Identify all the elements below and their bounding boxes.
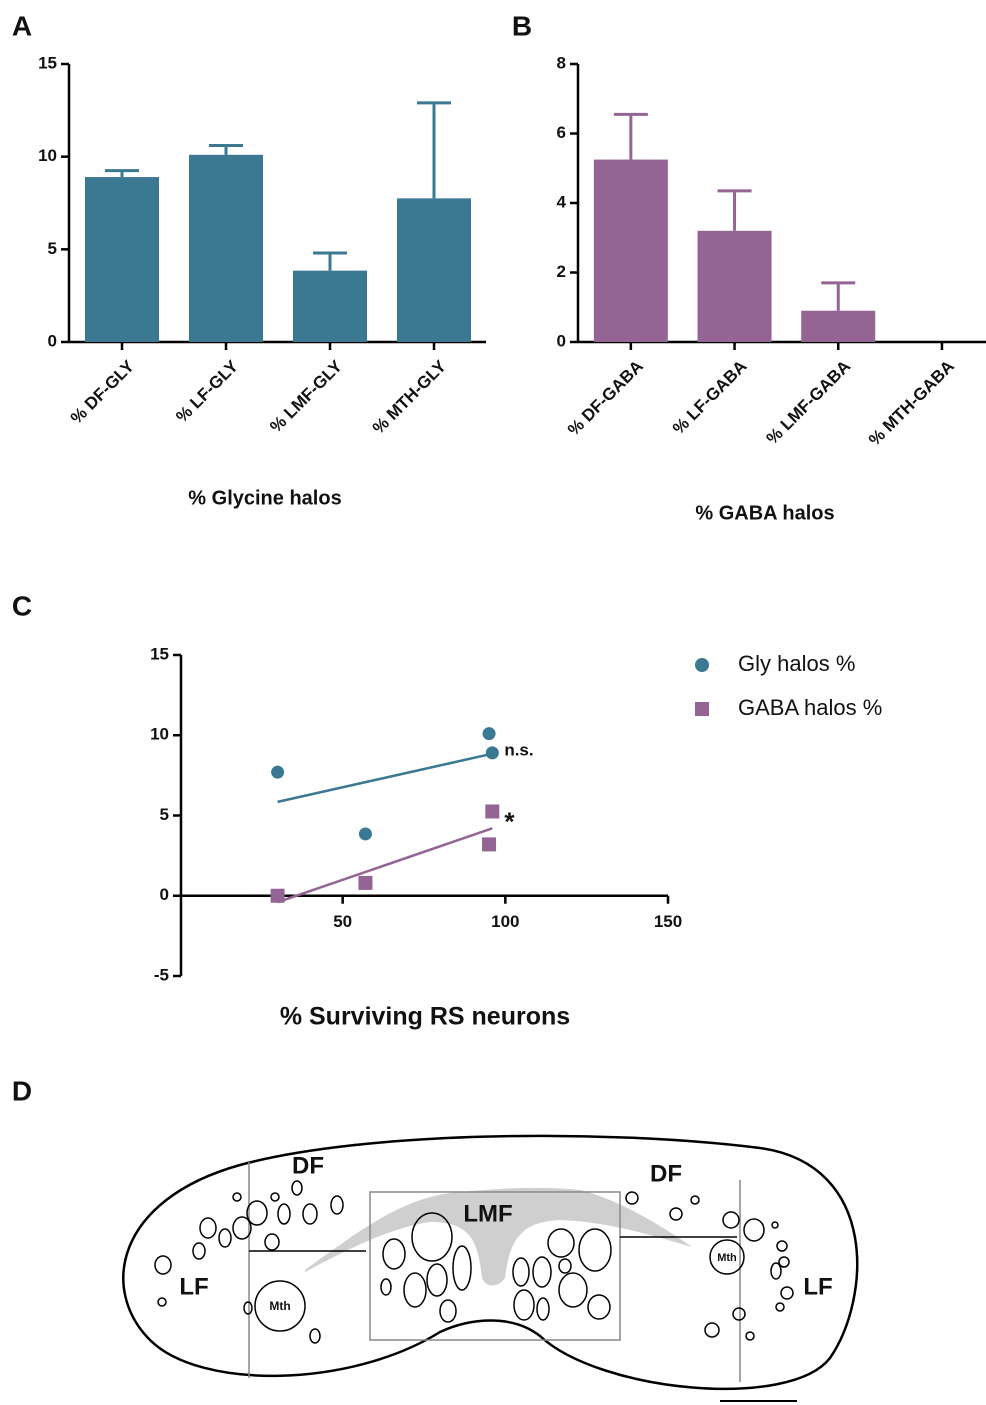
x-tick-label: % MTH-GABA	[865, 357, 958, 450]
region-label: Mth	[717, 1252, 737, 1264]
bar	[189, 155, 263, 342]
fit-line	[278, 828, 493, 902]
y-tick-label: 10	[38, 146, 57, 165]
region-label: LF	[803, 1273, 832, 1300]
region-label: LMF	[463, 1200, 512, 1227]
x-tick-label: % LMF-GLY	[266, 356, 346, 436]
y-tick-label: -5	[154, 965, 169, 984]
error-bar	[614, 114, 648, 159]
panel-label: B	[512, 10, 532, 41]
diagram: DF DF LMF LF LF Mth Mth	[123, 1136, 857, 1401]
error-bar	[209, 146, 243, 155]
x-tick-label: % LMF-GABA	[763, 357, 855, 449]
bar	[594, 160, 668, 342]
x-axis-title: % Surviving RS neurons	[280, 1003, 570, 1031]
point	[359, 827, 372, 840]
annotation: *	[504, 806, 515, 836]
y-tick-label: 4	[557, 192, 567, 211]
error-bar	[417, 103, 451, 198]
error-bar	[718, 191, 752, 231]
x-tick-label: 50	[333, 912, 352, 931]
y-tick-label: 0	[557, 331, 566, 350]
y-tick-label: 6	[557, 123, 566, 142]
y-tick-label: 0	[48, 331, 57, 350]
x-axis-title: % GABA halos	[695, 502, 834, 524]
region-label: DF	[292, 1152, 324, 1179]
y-tick-label: 15	[150, 644, 169, 663]
point	[271, 766, 284, 779]
panel-label: A	[12, 10, 32, 41]
legend-marker	[695, 702, 709, 716]
bar	[293, 271, 367, 342]
x-tick-label: 150	[654, 912, 682, 931]
point	[271, 889, 285, 903]
point	[485, 804, 499, 818]
x-tick-label: % DF-GABA	[564, 357, 647, 440]
y-tick-label: 2	[557, 262, 566, 281]
y-tick-label: 15	[38, 53, 57, 72]
fit-line	[278, 754, 493, 802]
bar	[397, 198, 471, 342]
bar	[85, 177, 159, 342]
y-tick-label: 10	[150, 725, 169, 744]
figure: DF DF LMF LF LF Mth Mth D A % Glycine hal…	[0, 0, 986, 1405]
error-bar	[821, 283, 855, 311]
y-tick-label: 8	[557, 53, 566, 72]
x-tick-label: % DF-GLY	[67, 356, 139, 428]
error-bar	[313, 253, 347, 271]
x-axis-title: % Glycine halos	[188, 487, 341, 509]
error-bar	[105, 171, 139, 177]
y-tick-label: 5	[160, 805, 169, 824]
panel-label: C	[12, 590, 32, 621]
bar	[698, 231, 772, 342]
y-tick-label: 0	[160, 885, 169, 904]
y-tick-label: 5	[48, 239, 57, 258]
region-label: LF	[179, 1273, 208, 1300]
point	[358, 876, 372, 890]
point	[486, 746, 499, 759]
legend-marker	[695, 658, 709, 672]
region-label: Mth	[269, 1299, 290, 1313]
bar	[801, 311, 875, 342]
legend-label: Gly halos %	[738, 651, 855, 676]
point	[483, 727, 496, 740]
legend-label: GABA halos %	[738, 695, 882, 720]
panel-label: D	[12, 1075, 32, 1106]
point	[482, 837, 496, 851]
x-tick-label: % MTH-GLY	[369, 356, 451, 438]
x-tick-label: 100	[491, 912, 519, 931]
x-tick-label: % LF-GLY	[172, 356, 242, 426]
region-label: DF	[650, 1160, 682, 1187]
annotation: n.s.	[504, 740, 533, 759]
x-tick-label: % LF-GABA	[669, 357, 751, 439]
